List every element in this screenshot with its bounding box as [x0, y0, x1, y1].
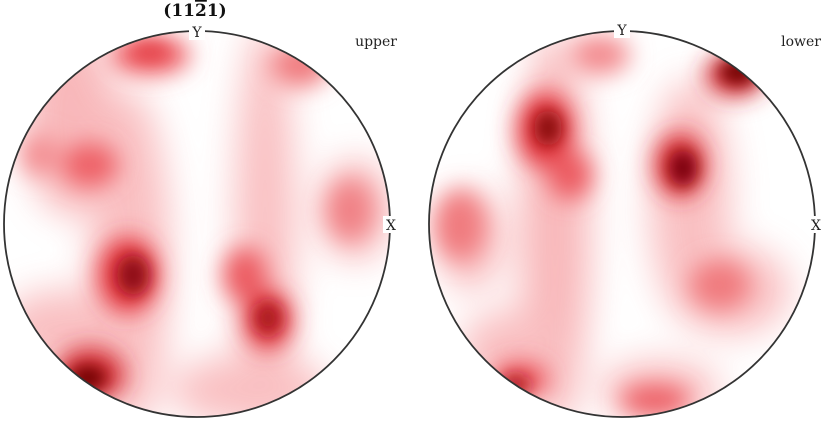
upper-hemisphere-label: upper [355, 34, 397, 50]
upper-axis-x-label: X [386, 218, 396, 234]
lower-hemisphere-label: lower [781, 34, 821, 50]
figure-title: (1121) [163, 1, 226, 21]
lower-hemisphere-plot: Y X lower [428, 21, 823, 418]
lower-axis-x-label: X [811, 218, 821, 234]
lower-axis-y-label: Y [616, 23, 627, 39]
upper-hemisphere-plot: Y X upper [3, 23, 399, 418]
upper-density-map [4, 31, 390, 417]
upper-axis-y-label: Y [191, 25, 202, 41]
